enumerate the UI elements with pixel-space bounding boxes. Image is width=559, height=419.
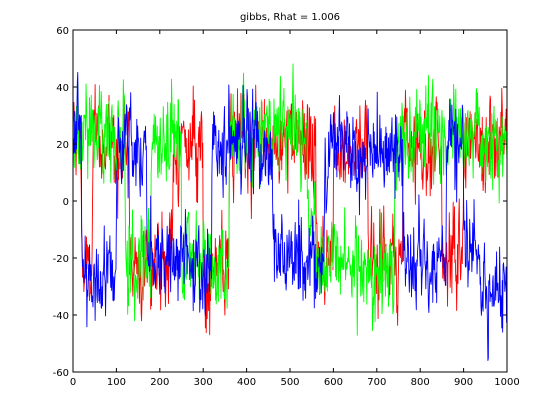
y-tick-label: 0 [63, 197, 69, 208]
x-tick-label: 200 [150, 377, 169, 388]
x-tick-label: 0 [70, 377, 76, 388]
series-line-1 [72, 63, 508, 336]
x-tick-label: 300 [194, 377, 213, 388]
series-line-2 [72, 72, 508, 361]
x-tick-label: 900 [454, 377, 473, 388]
y-tick-label: -40 [53, 311, 69, 322]
y-tick-label: -20 [53, 254, 69, 265]
series-layer [72, 63, 508, 361]
x-tick-label: 400 [237, 377, 256, 388]
y-tick-label: 60 [56, 26, 69, 37]
x-tick-label: 600 [324, 377, 343, 388]
x-tick-label: 800 [411, 377, 430, 388]
y-tick-label: 20 [56, 140, 69, 151]
ticks-layer: 0 100 200 300 400 500 600 700 800 900 1000-60-40-2… [53, 26, 520, 388]
y-tick-label: -60 [53, 368, 69, 379]
x-tick-label: 100 [107, 377, 126, 388]
chart-title: gibbs, Rhat = 1.006 [240, 12, 340, 23]
x-tick-label: 1000 [494, 377, 519, 388]
x-tick-label: 500 [280, 377, 299, 388]
x-tick-label: 700 [367, 377, 386, 388]
y-tick-label: 40 [56, 83, 69, 94]
